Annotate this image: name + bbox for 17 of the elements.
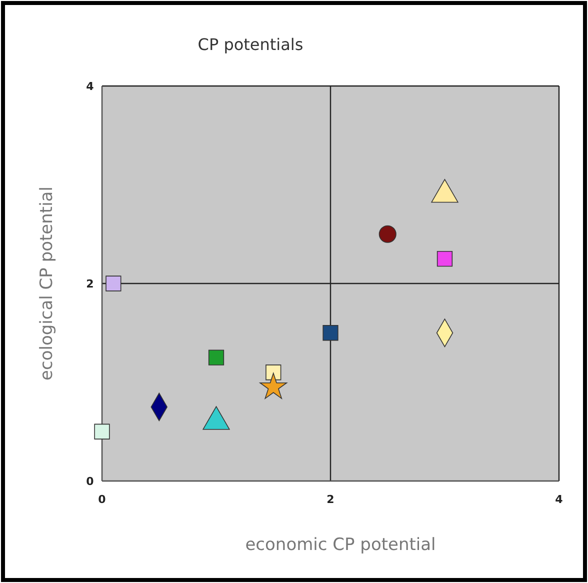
point: [378, 225, 396, 243]
point: [266, 364, 282, 380]
point: [106, 276, 122, 292]
y-axis-title: ecological CP potential: [37, 186, 57, 380]
x-tick-label: 2: [326, 493, 334, 506]
point: [260, 372, 288, 399]
point: [436, 250, 453, 267]
y-tick-label: 0: [86, 475, 94, 488]
x-tick-label: 4: [555, 493, 564, 506]
x-tick-label: 0: [98, 493, 106, 506]
y-tick-label: 4: [86, 80, 94, 93]
point: [94, 424, 110, 440]
x-axis-title: economic CP potential: [245, 535, 436, 555]
point: [322, 325, 338, 341]
chart-title: CP potentials: [198, 35, 304, 54]
y-tick-label: 2: [86, 278, 94, 290]
point: [208, 350, 224, 366]
